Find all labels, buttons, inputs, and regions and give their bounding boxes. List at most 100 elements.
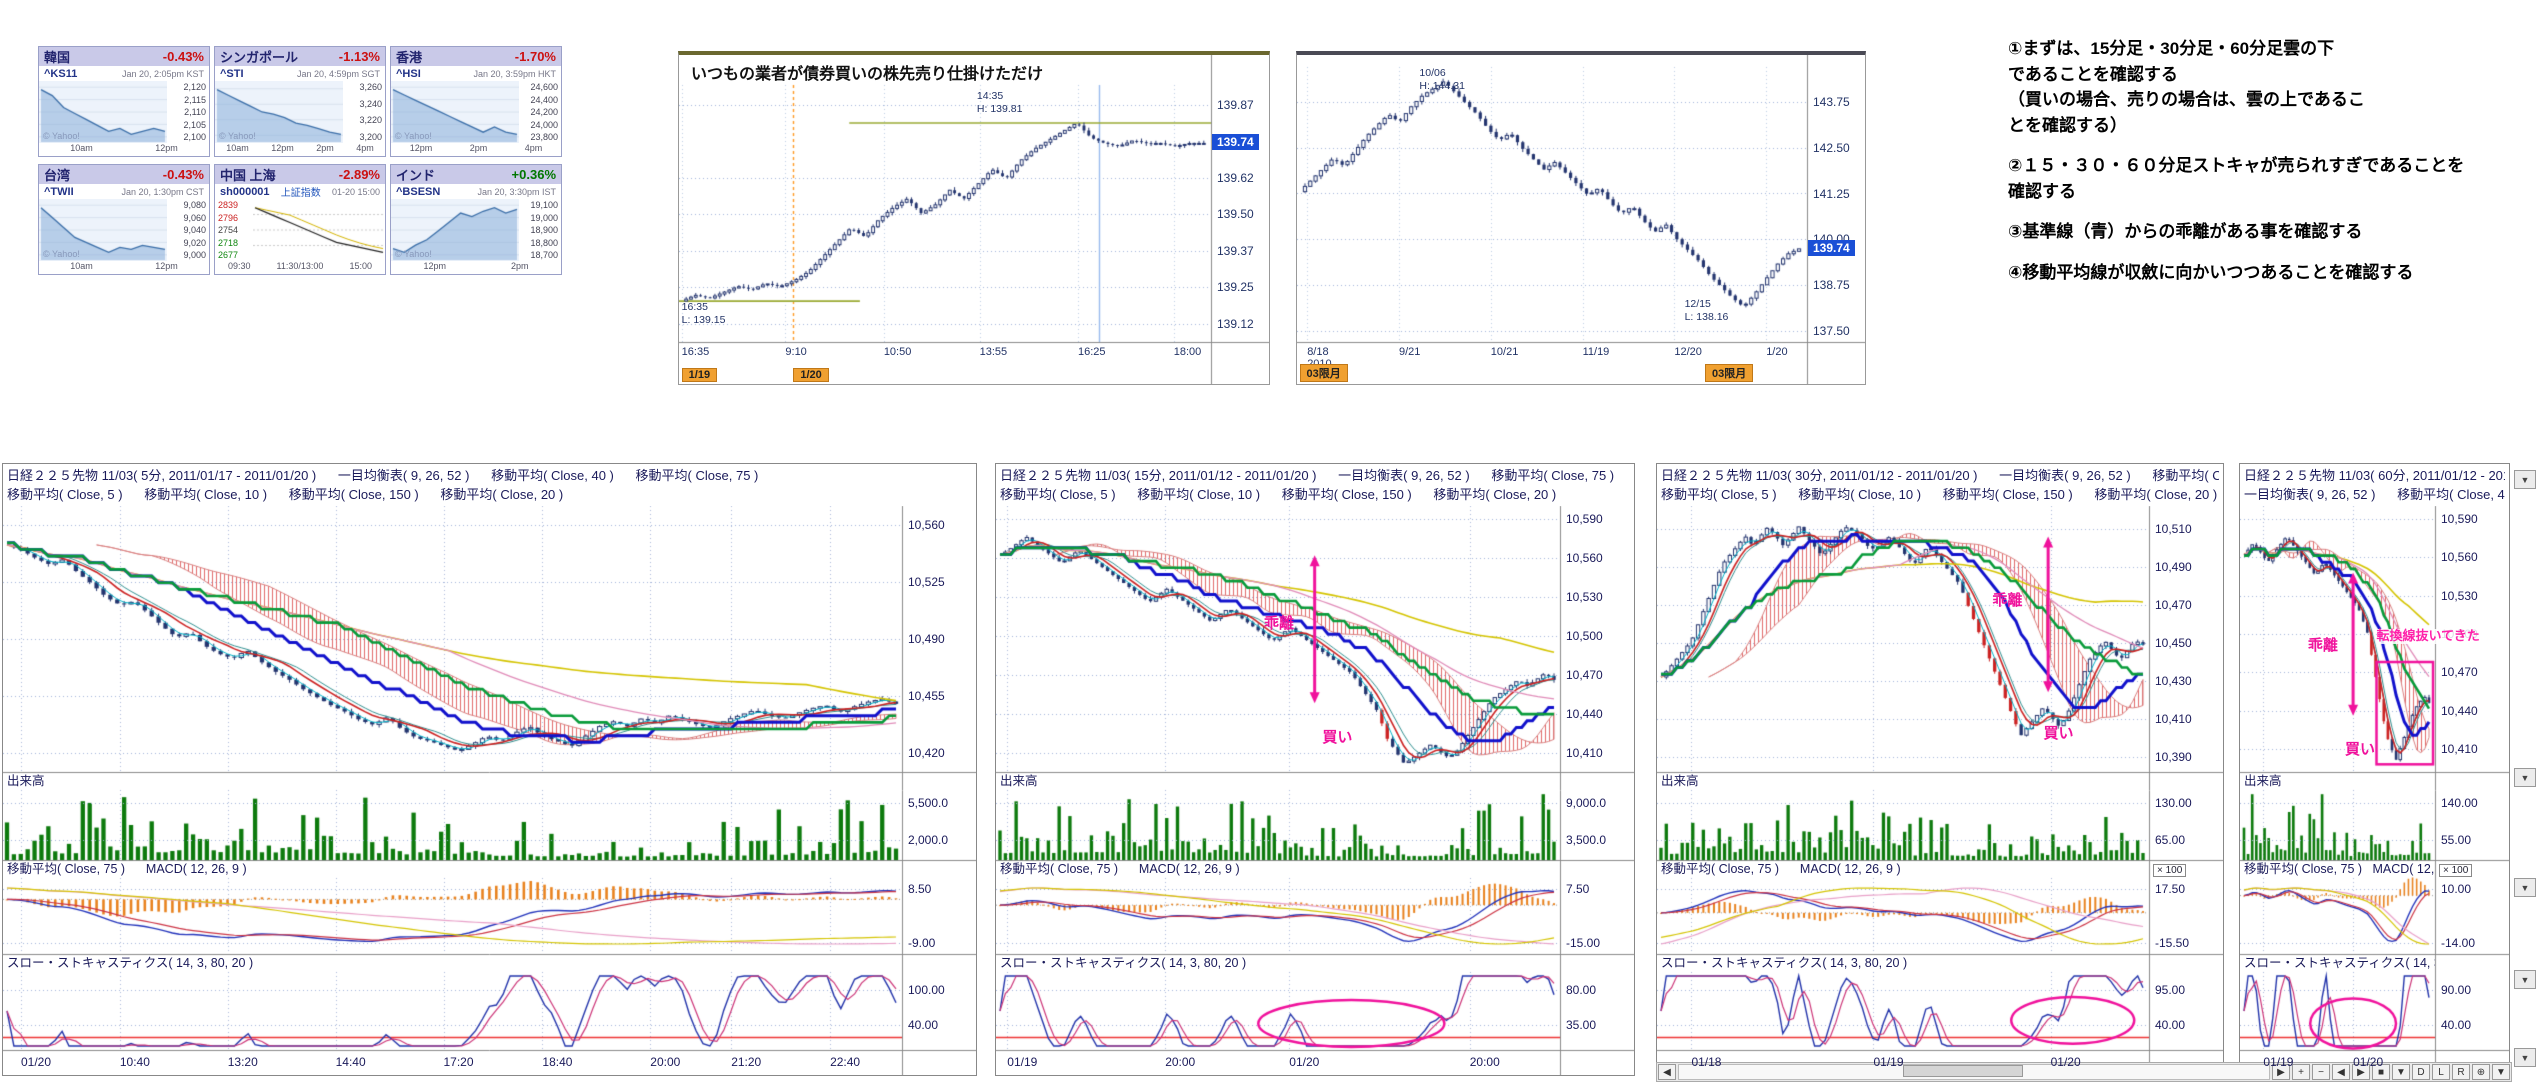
sub-axis-label: 40.00 (2155, 1018, 2186, 1032)
price-axis-label: 10,560 (908, 518, 945, 533)
panel-chart-canvas[interactable] (996, 464, 1634, 1075)
scroll-arrow-icon-3[interactable]: ▼ (2514, 970, 2536, 989)
axis-label: 24,600 (530, 82, 558, 92)
time-label: 11:30/13:00 (276, 261, 324, 271)
quote-header: インド +0.36% (391, 165, 561, 184)
checklist-line: ③基準線（青）からの乖離がある事を確認する (2008, 222, 2363, 241)
quote-widget-1: シンガポール -1.13% ^STI Jan 20, 4:59pm SGT 3,260 3… (214, 46, 386, 157)
scroll-right-button[interactable]: ▶ (2272, 1064, 2290, 1080)
toolbar-button-6[interactable]: D (2412, 1064, 2430, 1080)
axis-label: 2718 (218, 237, 239, 248)
toolbar-button-7[interactable]: L (2432, 1064, 2450, 1080)
time-axis-label: 01/20 (2050, 1055, 2081, 1069)
panel-chart-canvas[interactable] (1657, 464, 2223, 1075)
checklist-group: ④移動平均線が収斂に向かいつつあることを確認する (2008, 260, 2468, 286)
checklist-line: ②１５・３０・６０分足ストキャが売られすぎであることを確認する (2008, 156, 2465, 201)
time-label: 10am (70, 261, 93, 271)
price-axis-label: 10,530 (1566, 589, 1603, 604)
symbol-link[interactable]: ^BSESN (396, 185, 441, 198)
toolbar-button-1[interactable]: − (2312, 1064, 2330, 1080)
quote-chart-area: 24,600 24,400 24,200 24,000 23,800 © Yahoo! (391, 81, 561, 143)
mini-chart-canvas (39, 81, 167, 143)
mini-time-labels: 09:30 11:30/13:00 15:00 (215, 261, 385, 274)
scrollbar-track[interactable] (1678, 1064, 2270, 1080)
price-axis-label: 10,490 (908, 632, 945, 646)
time-axis-label: 13:55 (979, 346, 1008, 358)
price-axis-label: 10,490 (2155, 559, 2192, 574)
scroll-left-button[interactable]: ◀ (1658, 1064, 1676, 1080)
toolbar-button-2[interactable]: ◀ (2332, 1064, 2350, 1080)
toolbar-button-9[interactable]: ⊕ (2472, 1064, 2490, 1080)
mini-time-labels: 10am 12pm (39, 143, 209, 156)
axis-label: 2,115 (184, 94, 206, 105)
panel-chart-canvas[interactable] (2240, 464, 2509, 1075)
pct-change-label: -0.43% (162, 49, 204, 64)
symbol-link[interactable]: ^TWII (44, 185, 74, 198)
toolbar-button-3[interactable]: ▶ (2352, 1064, 2370, 1080)
time-label: 09:30 (228, 261, 251, 271)
quote-timestamp: Jan 20, 2:05pm KST (121, 68, 204, 79)
yahoo-watermark: © Yahoo! (43, 131, 80, 141)
panel-chart-canvas[interactable] (3, 464, 976, 1075)
quote-header: 中国 上海 -2.89% (215, 165, 385, 184)
bond-chart-canvas[interactable] (1297, 55, 1865, 384)
time-label: 4pm (524, 143, 543, 153)
time-axis-label: 01/20 (1289, 1055, 1320, 1069)
price-axis-label: 137.50 (1813, 324, 1850, 338)
market-name-link[interactable]: 韓国 (44, 50, 71, 65)
market-name-link[interactable]: 香港 (396, 50, 423, 65)
quote-timestamp: Jan 20, 1:30pm CST (121, 186, 204, 197)
scroll-arrow-icon-4[interactable]: ▼ (2514, 1048, 2536, 1067)
market-name-link[interactable]: インド (396, 168, 436, 183)
symbol-link[interactable]: ^KS11 (44, 67, 78, 80)
axis-label: 2839 (218, 200, 239, 210)
time-axis-label: 11/19 (1582, 346, 1610, 358)
bond-chart-canvas[interactable] (679, 55, 1269, 384)
axis-label: 2,100 (183, 132, 206, 142)
current-price-tag: 139.74 (1808, 239, 1855, 256)
symbol-link[interactable]: ^HSI (396, 67, 421, 80)
market-name-link[interactable]: 中国 上海 (220, 168, 276, 183)
toolbar-button-4[interactable]: ■ (2372, 1064, 2390, 1080)
quote-subrow: ^TWII Jan 20, 1:30pm CST (39, 184, 209, 199)
panel-header: 日経２２５先物 11/03( 60分, 2011/01/12 - 2011/01… (2240, 464, 2509, 506)
time-axis-label: 10/21 (1490, 346, 1519, 358)
quote-header: 香港 -1.70% (391, 47, 561, 66)
quote-widget-5: インド +0.36% ^BSESN Jan 20, 3:30pm IST 19,100 1… (390, 164, 562, 275)
quote-subrow: ^BSESN Jan 20, 3:30pm IST (391, 184, 561, 199)
checklist-line: ①まずは、15分足・30分足・60分足雲の下 (2008, 39, 2335, 58)
checklist-group: ②１５・３０・６０分足ストキャが売られすぎであることを確認する (2008, 153, 2468, 204)
axis-label: 2,110 (184, 107, 206, 117)
sub-axis-label: -9.00 (908, 935, 936, 950)
quote-timestamp: Jan 20, 3:59pm HKT (473, 68, 556, 79)
sub-axis-label: 10.00 (2441, 882, 2472, 897)
price-axis-label: 10,410 (1566, 745, 1603, 760)
time-axis-label: 20:00 (1469, 1055, 1500, 1069)
bond-intraday-chart: いつもの業者が債券買いの株先売り仕掛けただけ 139.87 139.62 139.5… (678, 51, 1270, 385)
scrollbar-thumb[interactable] (1903, 1065, 2024, 1077)
quote-widget-4: 中国 上海 -2.89% sh000001 上証指数 01-20 15:00 2839 27… (214, 164, 386, 275)
volume-label: 出来高 (1661, 774, 1699, 788)
volume-label: 出来高 (7, 774, 45, 788)
toolbar-button-10[interactable]: ▼ (2492, 1064, 2510, 1080)
mini-time-labels: 10am 12pm (39, 261, 209, 274)
scroll-arrow-icon-2[interactable]: ▼ (2514, 878, 2536, 897)
quote-chart-area: 2,120 2,115 2,110 2,105 2,100 © Yahoo! (39, 81, 209, 143)
bond-chart-title: いつもの業者が債券買いの株先売り仕掛けただけ (691, 66, 1044, 83)
market-name-link[interactable]: 台湾 (44, 168, 71, 183)
toolbar-button-0[interactable]: + (2292, 1064, 2310, 1080)
index-tab-link[interactable]: 上証指数 (280, 188, 321, 199)
price-axis-label: 10,470 (1566, 667, 1603, 682)
toolbar-button-8[interactable]: R (2452, 1064, 2470, 1080)
bond-daily-chart: 143.75142.50141.25140.00138.75137.50139.… (1296, 51, 1866, 385)
axis-label: 9,060 (183, 212, 206, 223)
market-name-link[interactable]: シンガポール (220, 50, 299, 65)
scroll-arrow-icon-1[interactable]: ▼ (2514, 768, 2536, 787)
toolbar-button-5[interactable]: ▼ (2392, 1064, 2410, 1080)
time-axis-label: 1/20 (1766, 346, 1788, 358)
symbol-link[interactable]: sh000001 (220, 185, 270, 198)
scroll-arrow-icon-0[interactable]: ▼ (2514, 470, 2536, 489)
symbol-link[interactable]: ^STI (220, 67, 244, 80)
pct-change-label: -1.70% (514, 49, 556, 64)
quote-timestamp: Jan 20, 4:59pm SGT (296, 68, 380, 79)
